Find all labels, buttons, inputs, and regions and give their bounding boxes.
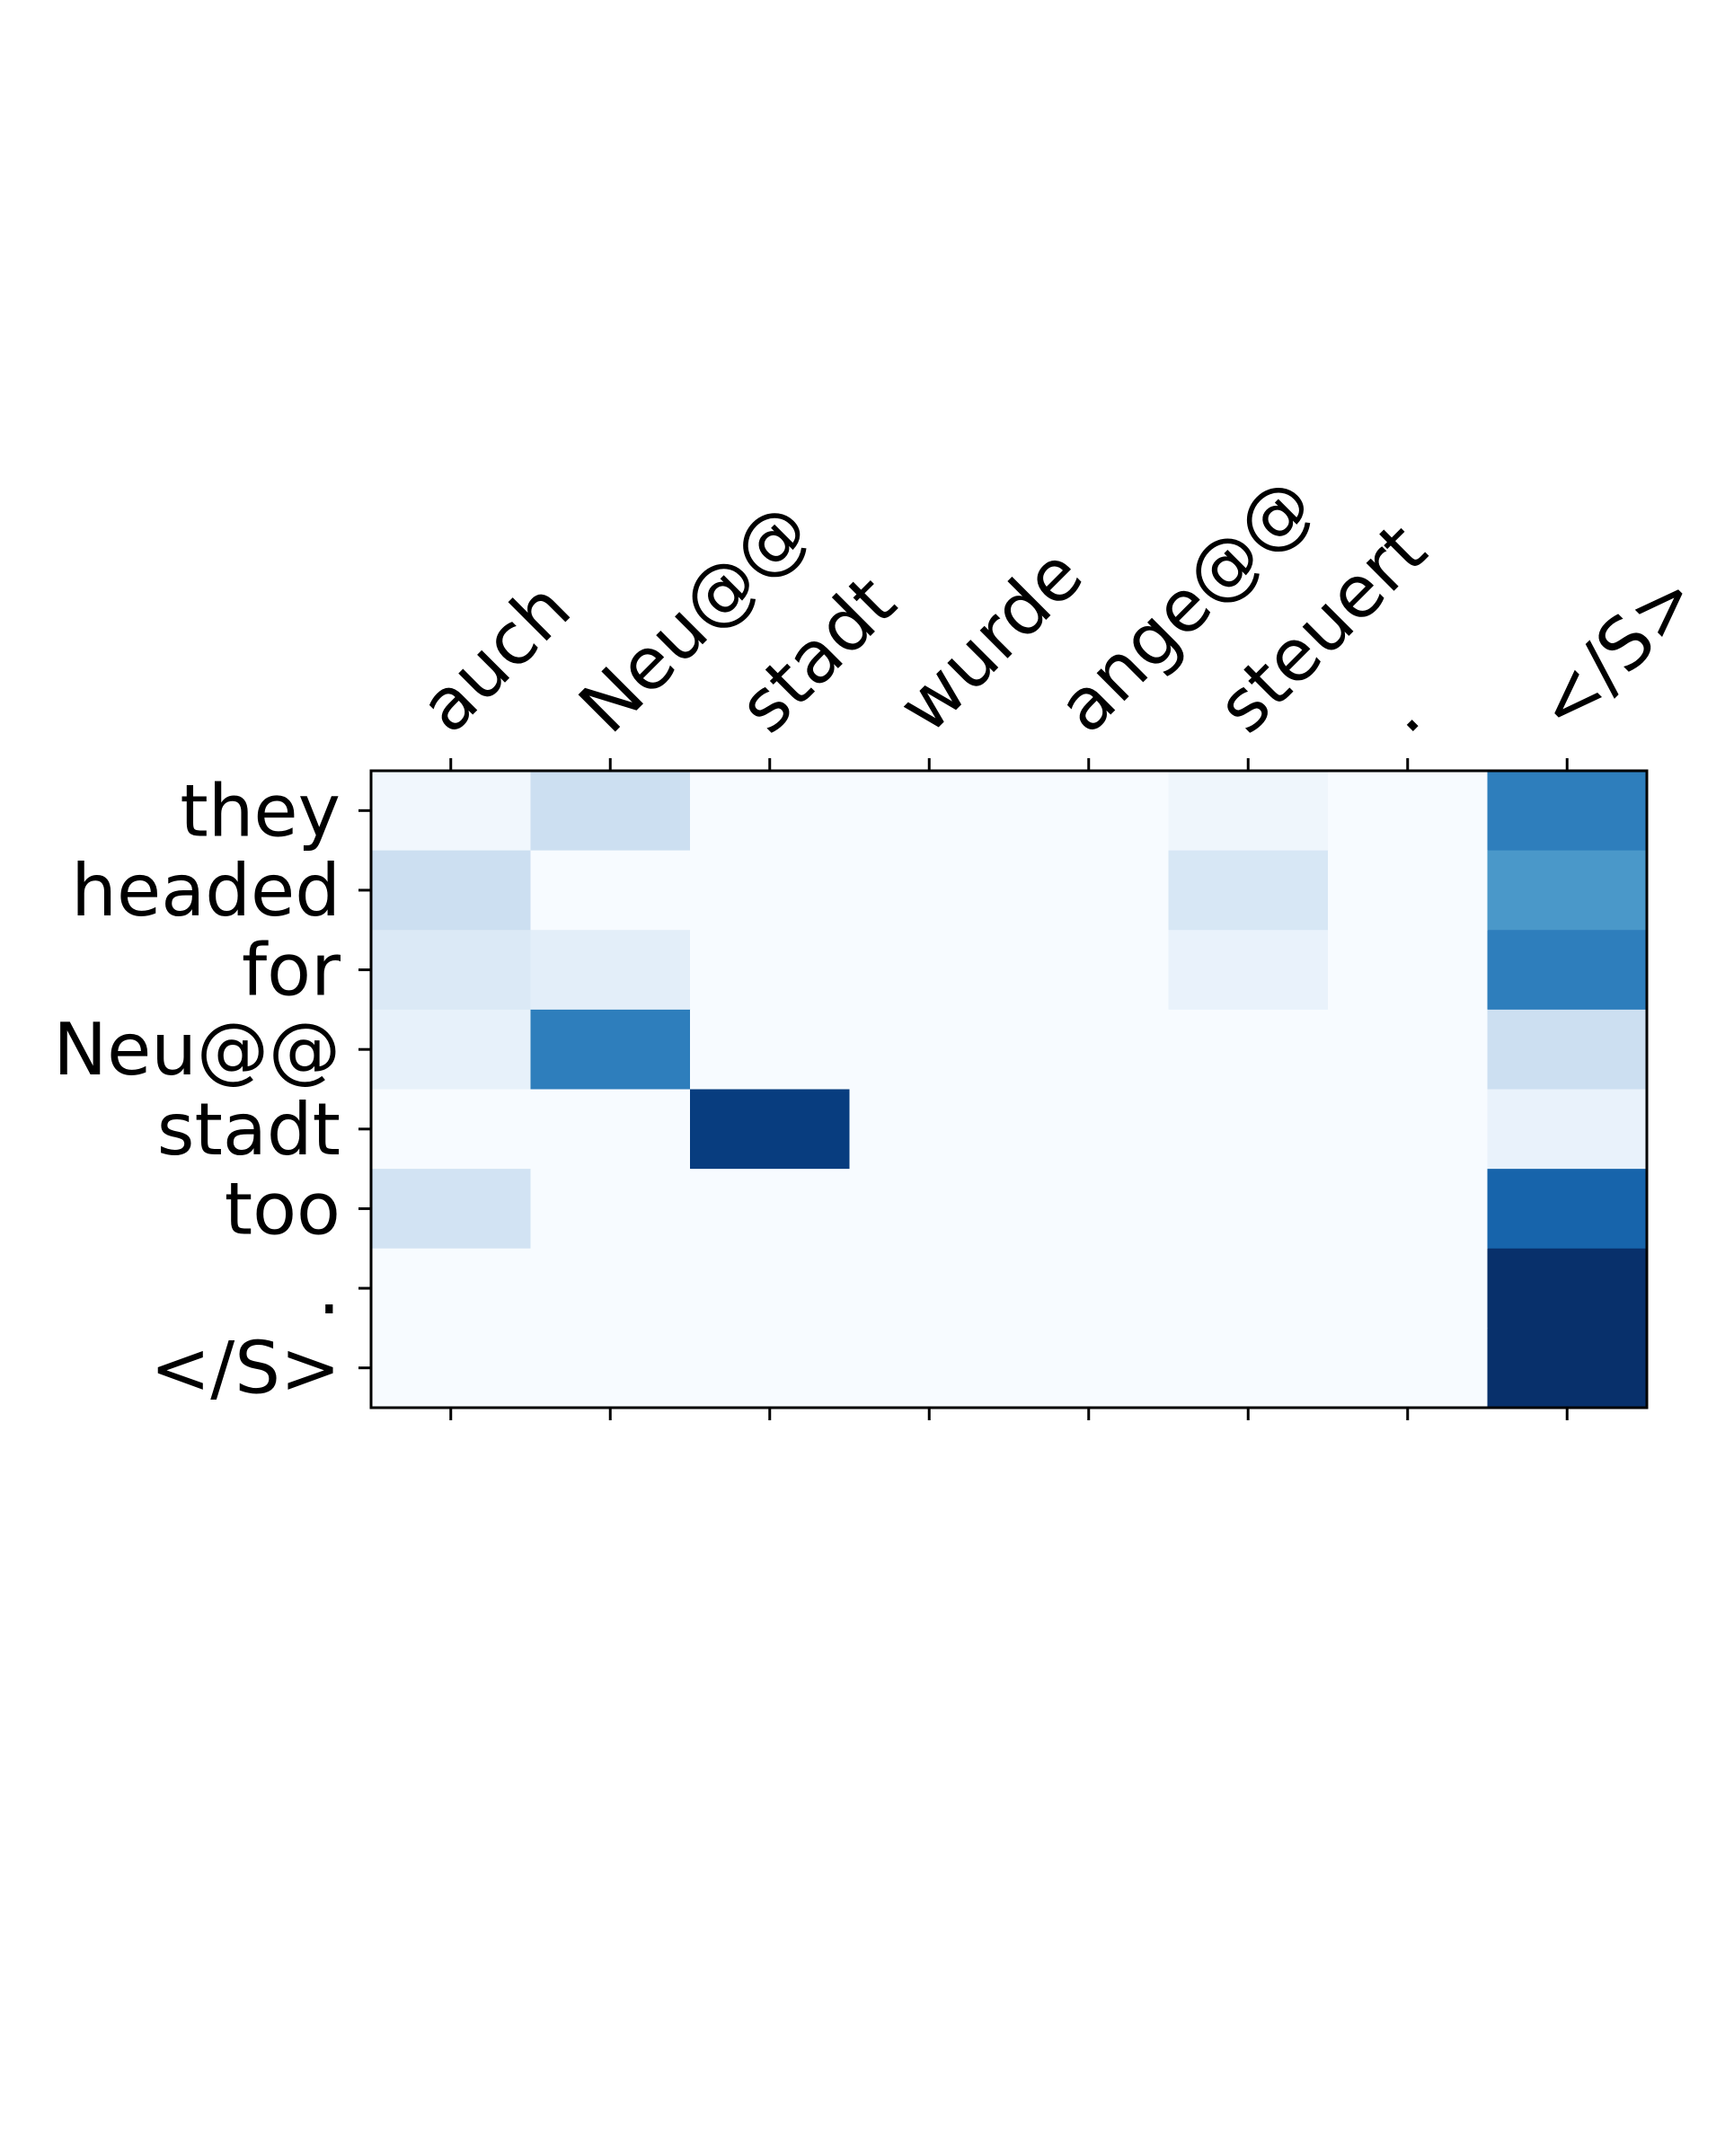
heatmap-cell <box>1168 1248 1329 1329</box>
y-tick-label: . <box>318 1247 341 1330</box>
heatmap-cell <box>1487 1328 1648 1409</box>
heatmap-cell <box>1487 850 1648 931</box>
y-tick-label: Neu@@ <box>53 1008 341 1091</box>
heatmap-cell <box>690 1248 851 1329</box>
heatmap-cell <box>1487 1009 1648 1091</box>
heatmap-cell <box>1487 771 1648 852</box>
heatmap-cell <box>530 930 691 1011</box>
y-tick-label: stadt <box>157 1088 341 1171</box>
heatmap-cell <box>849 1248 1010 1329</box>
heatmap-cell <box>849 1009 1010 1091</box>
heatmap-cell <box>1328 1169 1489 1250</box>
heatmap-cell <box>1328 1089 1489 1170</box>
heatmap-cells <box>371 771 1648 1409</box>
heatmap-cell <box>690 1169 851 1250</box>
heatmap-cell <box>530 1089 691 1170</box>
heatmap-cell <box>690 771 851 852</box>
heatmap-cell <box>1168 930 1329 1011</box>
heatmap-cell <box>530 1328 691 1409</box>
heatmap-cell <box>1009 930 1170 1011</box>
heatmap-cell <box>530 850 691 931</box>
heatmap-cell <box>1487 1169 1648 1250</box>
heatmap-cell <box>530 1169 691 1250</box>
heatmap-cell <box>1009 1009 1170 1091</box>
heatmap-cell <box>371 930 532 1011</box>
heatmap-cell <box>1487 1089 1648 1170</box>
heatmap-cell <box>530 1248 691 1329</box>
heatmap-cell <box>530 1009 691 1091</box>
heatmap-cell <box>1328 850 1489 931</box>
heatmap-cell <box>371 1328 532 1409</box>
heatmap-cell <box>1009 1248 1170 1329</box>
heatmap-cell <box>1168 1328 1329 1409</box>
x-tick-label: auch <box>403 566 586 748</box>
heatmap-cell <box>1487 930 1648 1011</box>
heatmap-cell <box>1168 771 1329 852</box>
heatmap-cell <box>849 1328 1010 1409</box>
heatmap-cell <box>849 930 1010 1011</box>
heatmap-cell <box>371 850 532 931</box>
x-tick-label: wurde <box>882 533 1099 749</box>
heatmap-cell <box>690 1328 851 1409</box>
heatmap-cell <box>371 1089 532 1170</box>
x-tick-label: . <box>1360 674 1436 749</box>
heatmap-cell <box>1487 1248 1648 1329</box>
heatmap-cell <box>690 1009 851 1091</box>
heatmap-cell <box>690 930 851 1011</box>
heatmap-cell <box>1168 1089 1329 1170</box>
heatmap-cell <box>1168 1169 1329 1250</box>
plot-frame <box>369 769 1649 1409</box>
heatmap-cell <box>1009 771 1170 852</box>
heatmap-cell <box>530 771 691 852</box>
heatmap-cell <box>690 850 851 931</box>
heatmap-cell <box>1328 1009 1489 1091</box>
heatmap-cell <box>371 1248 532 1329</box>
heatmap-cell <box>371 771 532 852</box>
heatmap-cell <box>1168 850 1329 931</box>
heatmap-cell <box>371 1169 532 1250</box>
axis-ticks <box>358 758 1569 1420</box>
heatmap-cell <box>849 850 1010 931</box>
heatmap-cell <box>849 1089 1010 1170</box>
heatmap-cell <box>1168 1009 1329 1091</box>
heatmap-cell <box>1009 1089 1170 1170</box>
y-tick-label: for <box>242 929 341 1012</box>
heatmap-cell <box>849 771 1010 852</box>
x-tick-label: </S> <box>1520 555 1714 749</box>
heatmap-cell <box>1009 850 1170 931</box>
heatmap-cell <box>849 1169 1010 1250</box>
y-tick-label: they <box>180 769 341 853</box>
heatmap-cell <box>690 1089 851 1170</box>
heatmap-cell <box>1328 771 1489 852</box>
heatmap-cell <box>1009 1169 1170 1250</box>
heatmap-cell <box>1328 1248 1489 1329</box>
heatmap-cell <box>1009 1328 1170 1409</box>
y-tick-label: headed <box>71 849 341 932</box>
heatmap-cell <box>1328 930 1489 1011</box>
heatmap-cell <box>1328 1328 1489 1409</box>
heatmap-cell <box>371 1009 532 1091</box>
y-tick-label: </S> <box>150 1327 341 1410</box>
y-tick-label: too <box>225 1167 341 1250</box>
